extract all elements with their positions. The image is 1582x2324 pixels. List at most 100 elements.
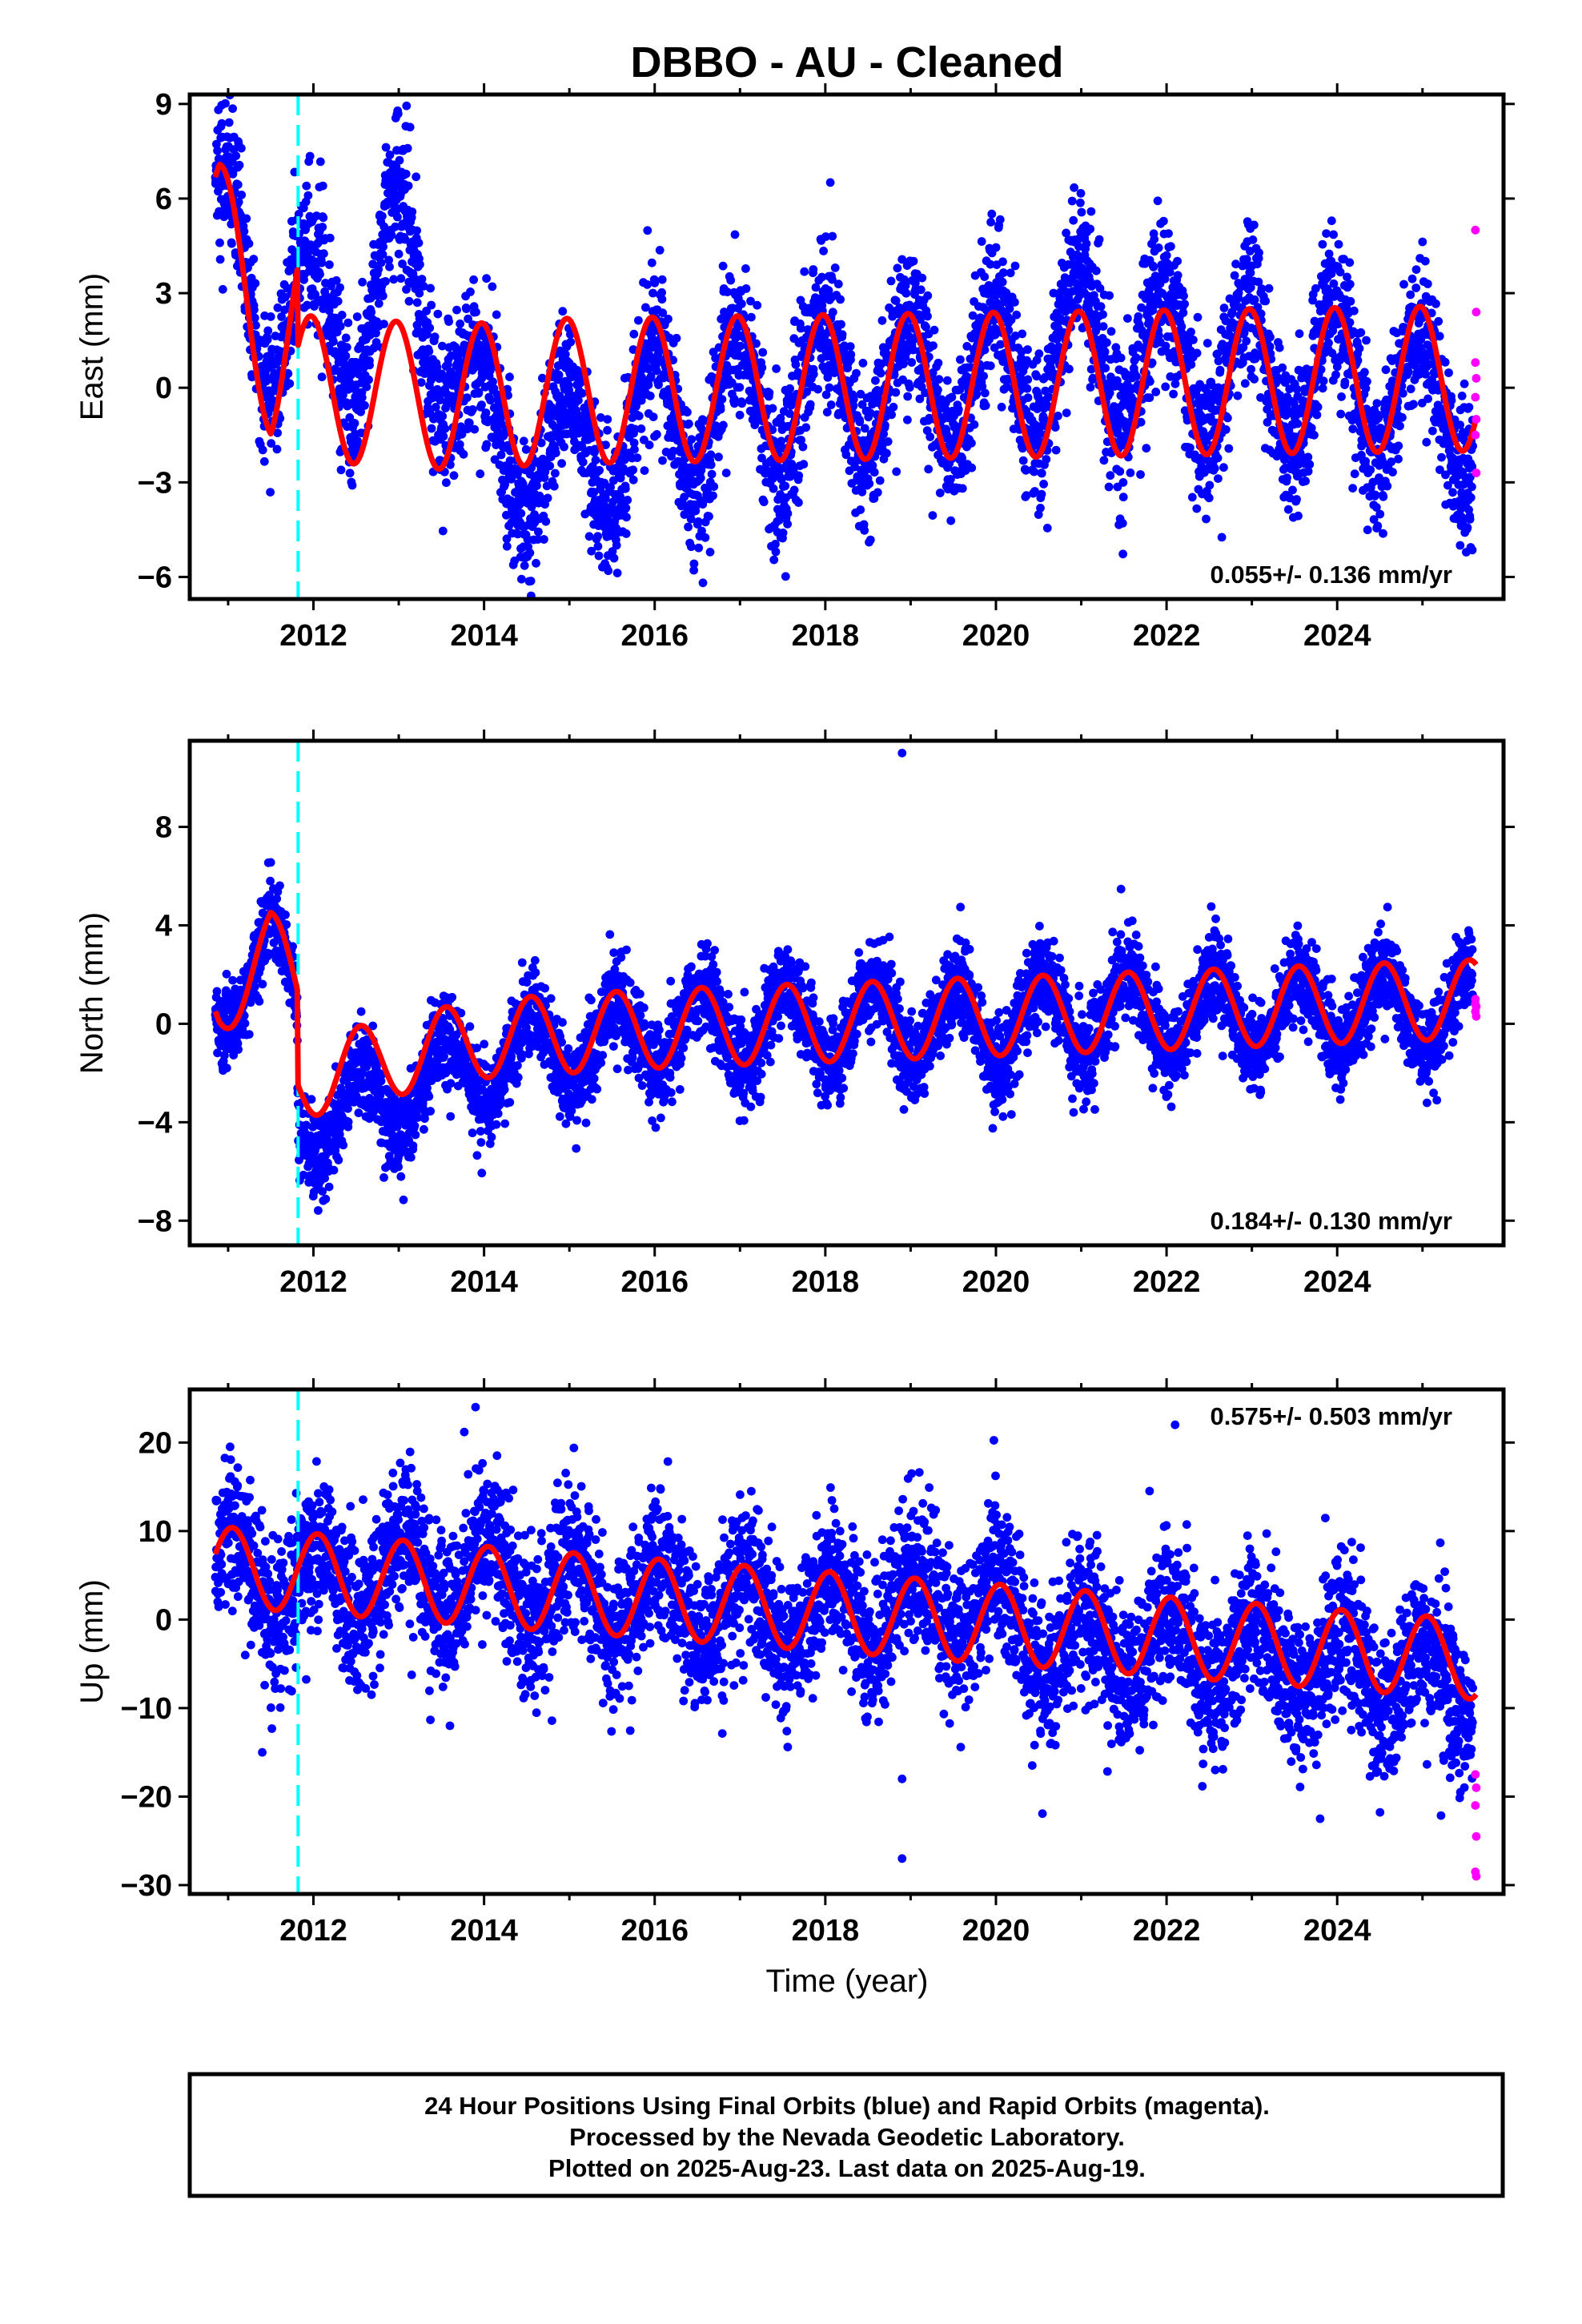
east-final-point xyxy=(414,238,424,247)
east-final-point xyxy=(1407,274,1417,283)
east-final-point xyxy=(391,162,401,171)
east-final-point xyxy=(1435,332,1444,341)
east-final-point xyxy=(967,463,977,472)
east-final-point xyxy=(1383,481,1392,491)
east-final-point xyxy=(549,481,559,491)
east-final-point xyxy=(1022,465,1030,475)
east-final-point xyxy=(650,278,660,287)
east-final-point xyxy=(430,332,440,341)
east-final-point xyxy=(628,465,638,475)
east-final-point xyxy=(643,226,652,235)
east-final-point xyxy=(1189,336,1198,344)
east-final-point xyxy=(658,456,667,465)
east-final-point xyxy=(980,345,990,355)
east-final-point xyxy=(242,214,251,223)
east-final-point xyxy=(1210,464,1219,473)
east-final-point xyxy=(811,283,821,292)
east-final-point xyxy=(621,529,631,538)
east-final-point xyxy=(1054,412,1062,420)
east-final-point xyxy=(1305,460,1315,469)
east-final-point xyxy=(980,388,990,398)
east-final-point xyxy=(1256,309,1266,319)
east-final-point xyxy=(685,419,693,428)
east-final-point xyxy=(463,393,472,402)
east-final-point xyxy=(1327,216,1336,226)
east-final-point xyxy=(1242,255,1251,264)
east-final-point xyxy=(1292,384,1302,394)
east-final-point xyxy=(717,395,727,404)
east-final-point xyxy=(828,308,837,317)
east-final-point xyxy=(986,259,995,269)
east-final-point xyxy=(536,438,546,448)
east-final-point xyxy=(1126,468,1135,477)
east-final-point xyxy=(758,348,768,357)
east-final-point xyxy=(425,324,435,332)
east-final-point xyxy=(735,383,745,392)
east-final-point xyxy=(1324,299,1334,308)
east-final-point xyxy=(1265,342,1275,352)
east-final-point xyxy=(1221,425,1231,434)
east-final-point xyxy=(735,410,745,420)
east-final-point xyxy=(636,424,646,433)
east-final-point xyxy=(1363,377,1371,386)
east-final-point xyxy=(1118,549,1127,559)
east-final-point xyxy=(857,400,867,409)
east-final-point xyxy=(1329,279,1339,288)
east-final-point xyxy=(962,342,972,351)
east-final-point xyxy=(1253,303,1263,312)
east-final-point xyxy=(1311,283,1320,293)
east-final-point xyxy=(464,314,472,324)
east-final-point xyxy=(1443,480,1452,490)
east-final-point xyxy=(518,479,528,489)
east-final-point xyxy=(629,329,639,339)
east-final-point xyxy=(823,372,833,382)
east-final-point xyxy=(1177,322,1186,332)
east-final-point xyxy=(1219,463,1228,472)
east-final-point xyxy=(995,215,1005,224)
east-final-point xyxy=(1159,216,1168,226)
east-final-point xyxy=(1312,410,1322,420)
east-final-point xyxy=(723,287,732,296)
east-final-point xyxy=(272,444,282,454)
east-final-point xyxy=(442,478,451,488)
east-final-point xyxy=(412,172,421,182)
east-final-point xyxy=(1421,369,1430,379)
east-final-point xyxy=(1355,344,1364,353)
east-final-point xyxy=(393,109,403,119)
east-final-point xyxy=(1164,229,1173,238)
east-final-point xyxy=(785,409,794,418)
east-final-point xyxy=(1074,242,1083,251)
east-final-point xyxy=(215,238,224,247)
east-final-point xyxy=(423,330,432,339)
east-final-point xyxy=(882,448,891,458)
east-final-point xyxy=(596,413,605,422)
east-final-point xyxy=(785,384,794,393)
east-final-point xyxy=(1434,316,1443,326)
east-final-point xyxy=(367,308,376,317)
east-final-point xyxy=(1361,456,1370,466)
east-final-point xyxy=(934,385,942,395)
east-final-point xyxy=(1192,504,1202,513)
east-final-point xyxy=(389,275,399,284)
east-final-point xyxy=(396,274,406,283)
east-final-point xyxy=(1457,392,1467,400)
east-final-point xyxy=(1205,480,1215,490)
east-final-point xyxy=(431,403,440,412)
east-final-point xyxy=(1250,295,1259,304)
east-final-point xyxy=(609,553,619,563)
east-final-point xyxy=(482,440,492,449)
east-final-point xyxy=(1173,256,1182,266)
east-final-point xyxy=(469,275,478,284)
east-final-point xyxy=(1373,521,1383,531)
east-final-point xyxy=(1294,511,1303,521)
east-final-point xyxy=(1293,419,1303,428)
east-final-point xyxy=(217,119,227,128)
east-final-point xyxy=(215,255,225,264)
east-final-point xyxy=(1394,454,1403,464)
east-final-point xyxy=(545,461,555,471)
east-final-point xyxy=(1371,490,1380,500)
east-final-point xyxy=(401,169,411,179)
east-final-point xyxy=(1142,444,1151,453)
east-final-point xyxy=(412,226,421,235)
east-final-point xyxy=(683,408,692,417)
